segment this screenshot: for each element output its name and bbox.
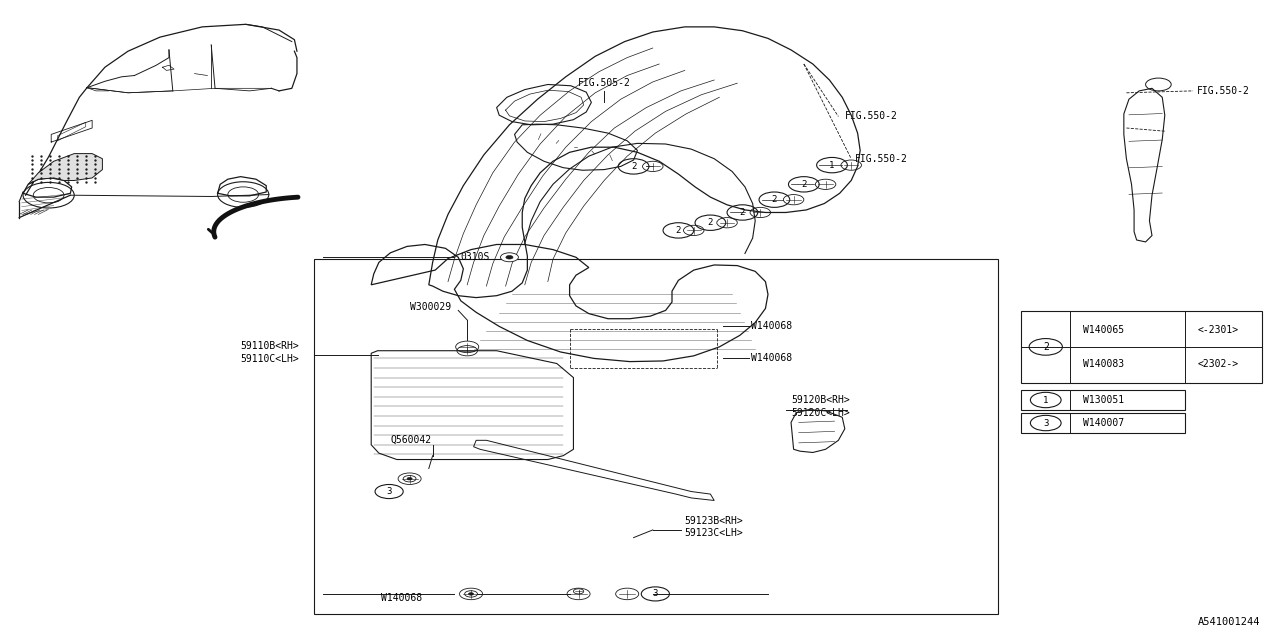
Text: 59110B<RH>: 59110B<RH> xyxy=(241,341,300,351)
Text: 2: 2 xyxy=(708,218,713,227)
Circle shape xyxy=(468,593,474,595)
Text: W140068: W140068 xyxy=(381,593,422,604)
Text: 59120B<RH>: 59120B<RH> xyxy=(791,396,850,405)
Bar xyxy=(1021,390,1185,410)
Circle shape xyxy=(500,253,518,262)
Polygon shape xyxy=(28,154,102,184)
Text: W140083: W140083 xyxy=(1083,358,1124,369)
Text: 3: 3 xyxy=(653,589,658,598)
Bar xyxy=(1021,311,1262,383)
Text: 59123B<RH>: 59123B<RH> xyxy=(685,516,744,525)
Text: A541001244: A541001244 xyxy=(1198,617,1261,627)
Text: 2: 2 xyxy=(631,162,636,171)
Text: 3: 3 xyxy=(1043,419,1048,428)
Text: FIG.550-2: FIG.550-2 xyxy=(845,111,897,122)
Text: 1: 1 xyxy=(1043,396,1048,404)
Bar xyxy=(1021,413,1185,433)
Text: 2: 2 xyxy=(772,195,777,204)
Text: W140068: W140068 xyxy=(751,321,792,332)
Text: 3: 3 xyxy=(387,487,392,496)
Circle shape xyxy=(407,477,412,480)
Bar xyxy=(314,259,998,614)
Text: 0310S: 0310S xyxy=(461,252,490,262)
Text: 2: 2 xyxy=(676,226,681,235)
Text: W140068: W140068 xyxy=(751,353,792,364)
Text: FIG.550-2: FIG.550-2 xyxy=(855,154,908,164)
Text: 59120C<LH>: 59120C<LH> xyxy=(791,408,850,418)
Circle shape xyxy=(403,476,416,482)
Circle shape xyxy=(506,255,513,259)
Text: 2: 2 xyxy=(1043,342,1048,352)
Text: 59110C<LH>: 59110C<LH> xyxy=(241,353,300,364)
Text: W140007: W140007 xyxy=(1083,418,1124,428)
Text: 2: 2 xyxy=(801,180,806,189)
Text: <-2301>: <-2301> xyxy=(1198,324,1239,335)
Text: 2: 2 xyxy=(740,208,745,217)
Circle shape xyxy=(465,591,477,597)
Text: 1: 1 xyxy=(829,161,835,170)
Text: Q560042: Q560042 xyxy=(390,435,431,445)
Text: 59123C<LH>: 59123C<LH> xyxy=(685,529,744,538)
Text: W130051: W130051 xyxy=(1083,395,1124,405)
Text: FIG.505-2: FIG.505-2 xyxy=(577,78,631,88)
Text: W140065: W140065 xyxy=(1083,324,1124,335)
Text: W300029: W300029 xyxy=(410,302,451,312)
Text: FIG.550-2: FIG.550-2 xyxy=(1197,86,1249,96)
Text: <2302->: <2302-> xyxy=(1198,358,1239,369)
